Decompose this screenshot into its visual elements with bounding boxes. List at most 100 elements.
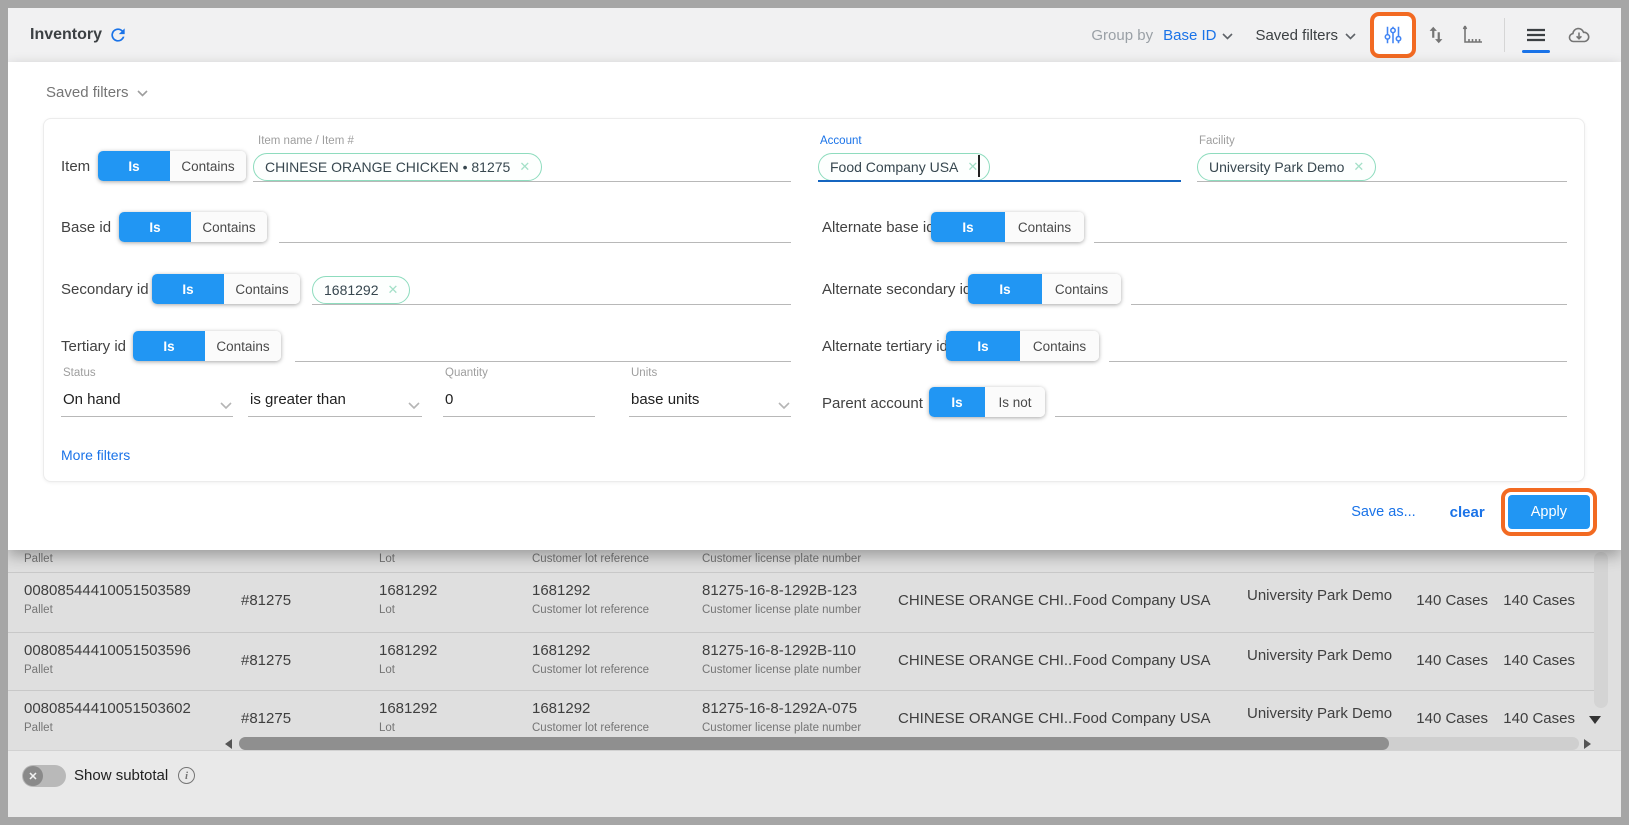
comparator-select[interactable]: is greater than — [250, 391, 346, 408]
item-name: CHINESE ORANGE CHI... — [898, 592, 1077, 609]
item-number: #81275 — [241, 652, 292, 669]
cloud-download-icon[interactable] — [1567, 23, 1591, 47]
sublabel-customer-lot-reference: Customer lot reference — [532, 553, 649, 565]
info-icon[interactable]: i — [178, 767, 195, 784]
toggle-is[interactable]: Is — [929, 387, 985, 417]
chevron-down-icon[interactable] — [408, 397, 420, 415]
toggle-off-knob: ✕ — [23, 766, 43, 786]
panel-footer: Save as... clear Apply — [1351, 488, 1597, 536]
tertiary-id-underline[interactable] — [295, 361, 791, 362]
tertiary-id-toggle[interactable]: Is Contains — [133, 331, 281, 361]
toggle-contains[interactable]: Contains — [191, 212, 267, 242]
alt-tertiary-id-toggle[interactable]: Is Contains — [946, 331, 1099, 361]
alt-secondary-id-underline[interactable] — [1131, 304, 1567, 305]
chevron-down-icon — [1345, 27, 1356, 44]
customer-lot-reference: 1681292 — [532, 582, 591, 599]
parent-account-label: Parent account — [822, 395, 923, 412]
toggle-contains[interactable]: Contains — [1005, 212, 1084, 242]
quantity-2: 140 Cases — [1503, 710, 1575, 727]
parent-account-underline[interactable] — [1055, 416, 1567, 417]
horizontal-scrollbar-thumb[interactable] — [239, 737, 1389, 750]
quantity-input[interactable]: 0 — [445, 391, 454, 408]
facility-field-underline[interactable] — [1197, 181, 1567, 182]
alt-secondary-id-toggle[interactable]: Is Contains — [968, 274, 1121, 304]
refresh-icon[interactable] — [108, 25, 128, 45]
secondary-id-chip[interactable]: 1681292 ✕ — [312, 276, 411, 304]
alt-base-id-label: Alternate base id — [822, 219, 935, 236]
quantity-underline — [443, 416, 595, 417]
table-row[interactable]: 00808544410051503596 Pallet #81275 168129… — [8, 632, 1601, 691]
status-underline — [61, 416, 233, 417]
quantity-2: 140 Cases — [1503, 652, 1575, 669]
text-cursor — [978, 155, 980, 177]
toggle-contains[interactable]: Contains — [1042, 274, 1121, 304]
secondary-id-toggle[interactable]: Is Contains — [152, 274, 300, 304]
close-icon[interactable]: ✕ — [967, 159, 979, 174]
alt-base-id-underline[interactable] — [1094, 242, 1567, 243]
account-field-underline-focused[interactable] — [818, 180, 1181, 182]
toggle-contains[interactable]: Contains — [205, 331, 281, 361]
item-is-contains-toggle[interactable]: Is Contains — [98, 151, 246, 181]
toggle-is[interactable]: Is — [152, 274, 224, 304]
table-row[interactable]: 00808544410051503602 Pallet #81275 168129… — [24, 700, 1575, 734]
quantity-1: 140 Cases — [1416, 652, 1488, 669]
base-id-toggle[interactable]: Is Contains — [119, 212, 267, 242]
toggle-contains[interactable]: Contains — [224, 274, 300, 304]
chevron-down-icon[interactable] — [778, 397, 790, 415]
toggle-is[interactable]: Is — [133, 331, 205, 361]
clear-link[interactable]: clear — [1449, 503, 1485, 521]
customer-license-plate: 81275-16-8-1292B-110 — [702, 642, 857, 659]
units-select[interactable]: base units — [631, 391, 700, 408]
secondary-id-underline[interactable] — [312, 304, 791, 305]
active-tab-indicator — [1522, 50, 1550, 53]
chevron-down-icon[interactable] — [220, 397, 232, 415]
status-select[interactable]: On hand — [63, 391, 121, 408]
table-row[interactable]: 00808544410051503589 Pallet #81275 168129… — [8, 572, 1601, 633]
customer-license-plate: 81275-16-8-1292A-075 — [702, 700, 858, 717]
ruler-axis-icon[interactable] — [1460, 23, 1484, 47]
facility-chip[interactable]: University Park Demo ✕ — [1197, 153, 1377, 181]
panel-saved-filters-dropdown[interactable]: Saved filters — [46, 84, 148, 101]
base-id-underline[interactable] — [279, 242, 791, 243]
toggle-contains[interactable]: Contains — [1020, 331, 1099, 361]
save-as-link[interactable]: Save as... — [1351, 504, 1416, 520]
item-number: #81275 — [241, 592, 292, 609]
show-subtotal-toggle[interactable]: ✕ — [22, 765, 66, 787]
alt-secondary-id-label: Alternate secondary id — [822, 281, 972, 298]
item-field-underline[interactable] — [253, 181, 791, 182]
item-chip[interactable]: CHINESE ORANGE CHICKEN • 81275 ✕ — [253, 153, 543, 181]
more-filters-link[interactable]: More filters — [61, 447, 131, 463]
close-icon[interactable]: ✕ — [519, 159, 531, 174]
parent-account-toggle[interactable]: Is Is not — [929, 387, 1045, 417]
toggle-is[interactable]: Is — [98, 151, 170, 181]
vertical-scrollbar[interactable] — [1594, 552, 1608, 708]
alt-tertiary-id-underline[interactable] — [1109, 361, 1567, 362]
toggle-is[interactable]: Is — [946, 331, 1020, 361]
saved-filters-dropdown[interactable]: Saved filters — [1255, 27, 1356, 44]
quantity-field-label: Quantity — [445, 367, 488, 379]
filter-sliders-button-highlighted[interactable] — [1370, 12, 1416, 58]
sort-icon[interactable] — [1424, 23, 1448, 47]
toggle-is-not[interactable]: Is not — [985, 387, 1045, 417]
filter-panel: Saved filters Item Is Contains Item name… — [8, 62, 1621, 550]
close-icon[interactable]: ✕ — [1353, 159, 1365, 174]
base-id-label: Base id — [61, 219, 112, 236]
list-view-tab-active[interactable] — [1521, 16, 1551, 54]
toggle-contains[interactable]: Contains — [170, 151, 246, 181]
toggle-is[interactable]: Is — [931, 212, 1005, 242]
alt-base-id-toggle[interactable]: Is Contains — [931, 212, 1084, 242]
table-row-partial[interactable]: Pallet Lot Customer lot reference Custom… — [8, 552, 1601, 573]
scroll-down-arrow[interactable] — [1589, 716, 1601, 724]
lot: 1681292 — [379, 642, 438, 659]
group-by-select[interactable]: Base ID — [1163, 27, 1234, 44]
scroll-left-arrow[interactable] — [225, 739, 232, 749]
account: Food Company USA — [1073, 652, 1211, 669]
close-icon[interactable]: ✕ — [387, 282, 399, 297]
toggle-is[interactable]: Is — [968, 274, 1042, 304]
toggle-is[interactable]: Is — [119, 212, 191, 242]
scroll-right-arrow[interactable] — [1584, 739, 1591, 749]
apply-button[interactable]: Apply — [1507, 495, 1590, 529]
alt-tertiary-id-label: Alternate tertiary id — [822, 338, 948, 355]
customer-lot-reference: 1681292 — [532, 642, 591, 659]
account-chip[interactable]: Food Company USA ✕ — [818, 153, 991, 181]
